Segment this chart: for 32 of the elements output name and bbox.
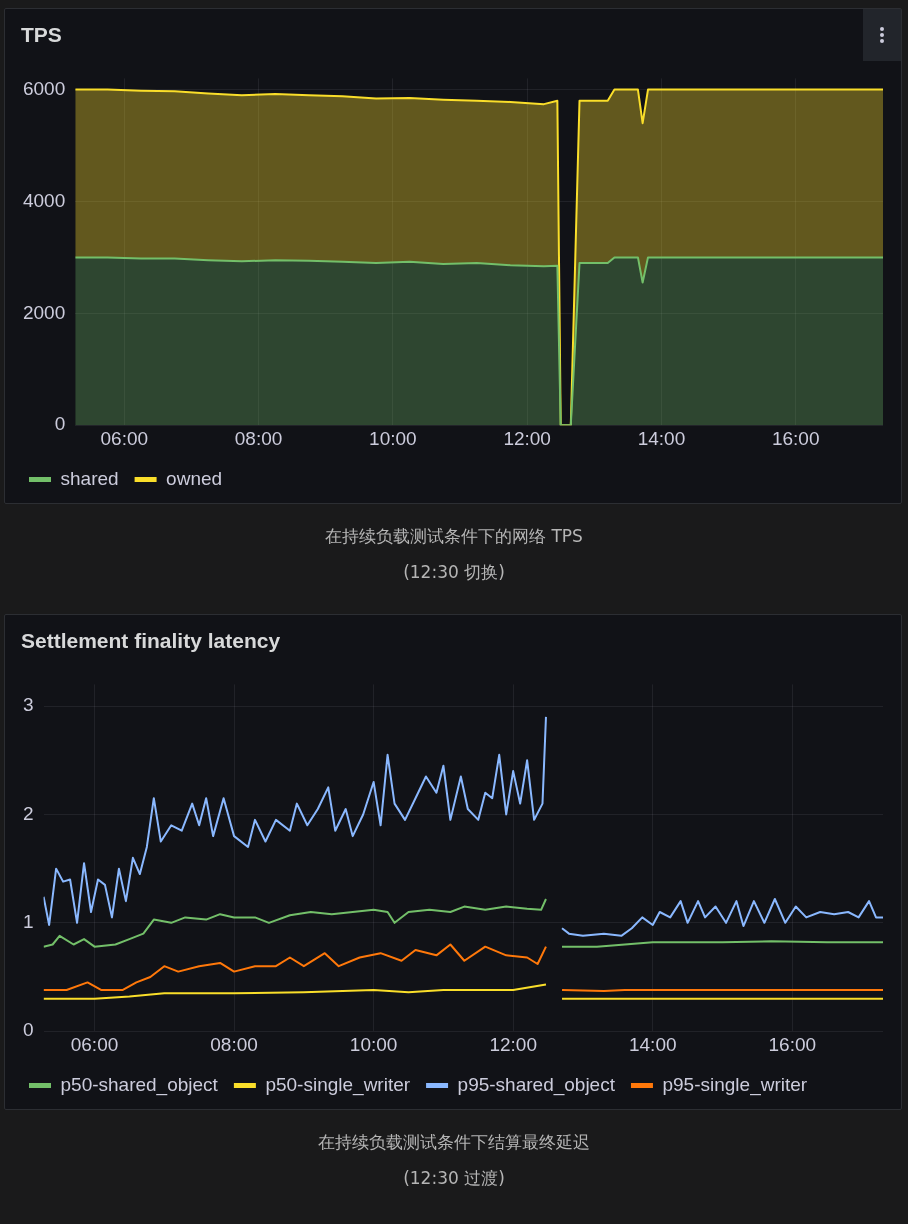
text: 在持续负载测试条件下的网络 TPS — [324, 525, 584, 548]
x-tick-label: 14:00 — [628, 1033, 677, 1055]
x-tick-label: 12:00 — [503, 427, 551, 449]
y-tick-label: 2000 — [22, 301, 66, 323]
x-tick-label: 08:00 — [234, 427, 283, 449]
chart-title: Settlement finality latency — [20, 628, 282, 654]
legend-label: shared — [60, 467, 119, 489]
y-tick-label: 2 — [22, 802, 34, 824]
text: (12:30 过渡) — [402, 1167, 506, 1190]
y-tick-label: 1 — [22, 911, 34, 933]
x-tick-label: 10:00 — [369, 427, 417, 449]
chart-title: TPS — [20, 22, 63, 48]
legend-label: p50-single_writer — [265, 1073, 411, 1096]
x-tick-label: 08:00 — [210, 1033, 258, 1055]
text: (12:30 切换) — [402, 561, 506, 584]
x-tick-label: 06:00 — [100, 427, 149, 449]
x-tick-label: 06:00 — [70, 1033, 119, 1055]
x-tick-label: 14:00 — [637, 427, 686, 449]
x-tick-label: 12:00 — [489, 1033, 537, 1055]
legend-label: p50-shared_object — [60, 1073, 219, 1096]
text: 在持续负载测试条件下结算最终延迟 — [317, 1131, 591, 1154]
legend-label: p95-shared_object — [457, 1073, 616, 1096]
y-tick-label: 0 — [54, 413, 66, 435]
legend-label: owned — [166, 467, 223, 489]
y-tick-label: 6000 — [22, 77, 66, 99]
y-tick-label: 0 — [22, 1019, 34, 1041]
legend-label: p95-single_writer — [662, 1073, 808, 1096]
x-tick-label: 16:00 — [771, 427, 820, 449]
y-tick-label: 4000 — [22, 189, 66, 211]
x-tick-label: 10:00 — [349, 1033, 398, 1055]
x-tick-label: 16:00 — [768, 1033, 817, 1055]
y-tick-label: 3 — [22, 694, 34, 716]
